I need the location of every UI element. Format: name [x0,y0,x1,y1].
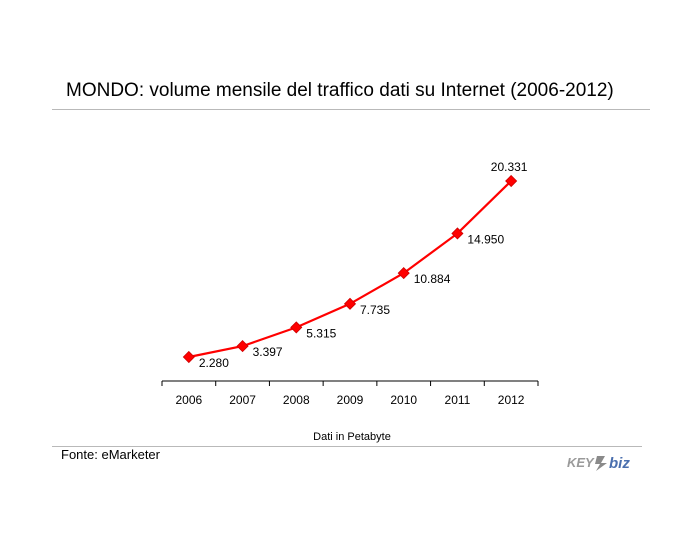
x-tick-label: 2012 [498,393,525,407]
data-label: 14.950 [467,232,504,246]
data-point [505,174,518,188]
x-axis-label: Dati in Petabyte [313,431,391,443]
data-label: 10.884 [414,272,451,286]
data-label: 7.735 [360,303,390,317]
data-label: 3.397 [253,345,283,359]
x-tick-label: 2006 [176,393,203,407]
x-tick-label: 2011 [445,393,471,407]
key4biz-logo: KEY biz [567,455,630,472]
data-label: 5.315 [306,326,336,340]
x-tick-label: 2010 [390,393,417,407]
x-tick-label: 2008 [283,393,310,407]
data-point [290,321,303,334]
data-label: 2.280 [199,356,229,370]
chart-title: MONDO: volume mensile del traffico dati … [66,80,614,101]
data-point [236,340,249,353]
data-point [397,267,410,280]
data-point [451,227,464,240]
x-tick-label: 2007 [229,393,256,407]
series-line [188,180,512,359]
svg-text:biz: biz [609,455,630,472]
footer-divider [52,446,642,447]
data-point [343,297,357,310]
x-tick-label: 2009 [337,393,364,407]
title-divider [52,109,650,110]
svg-text:KEY: KEY [567,455,595,470]
data-label: 20.331 [491,160,528,174]
source-note: Fonte: eMarketer [61,447,160,462]
data-point [182,350,195,364]
